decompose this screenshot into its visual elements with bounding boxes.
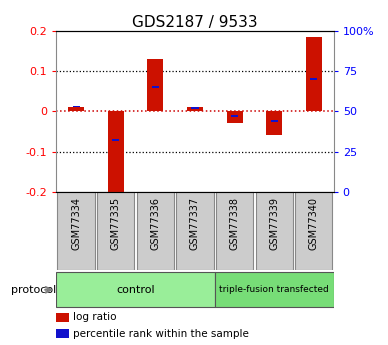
Bar [216,192,253,270]
Text: GSM77339: GSM77339 [269,197,279,250]
Title: GDS2187 / 9533: GDS2187 / 9533 [132,15,258,30]
Bar [306,37,322,111]
Bar [215,272,334,307]
Text: log ratio: log ratio [73,313,116,323]
Bar [231,115,238,117]
Bar [68,107,84,111]
Text: GSM77338: GSM77338 [230,197,240,250]
Bar [187,107,203,111]
Bar [191,107,199,109]
Bar [108,111,124,192]
Bar [97,192,134,270]
Bar [57,192,95,270]
Text: protocol: protocol [11,285,56,295]
Bar [152,86,159,88]
Bar [271,120,278,122]
Bar [56,329,69,338]
Text: control: control [116,285,155,295]
Bar [176,192,214,270]
Bar [227,111,242,124]
Bar [56,272,215,307]
Bar [56,313,69,322]
Bar [73,106,80,108]
Text: GSM77336: GSM77336 [150,197,160,250]
Bar [256,192,293,270]
Bar [112,139,119,141]
Bar [266,111,282,136]
Text: GSM77334: GSM77334 [71,197,81,250]
Bar [147,59,163,111]
Text: triple-fusion transfected: triple-fusion transfected [219,285,329,294]
Text: GSM77340: GSM77340 [309,197,319,250]
Bar [295,192,333,270]
Text: GSM77335: GSM77335 [111,197,121,250]
Bar [137,192,174,270]
Bar [310,78,317,80]
Text: percentile rank within the sample: percentile rank within the sample [73,328,249,338]
Text: GSM77337: GSM77337 [190,197,200,250]
